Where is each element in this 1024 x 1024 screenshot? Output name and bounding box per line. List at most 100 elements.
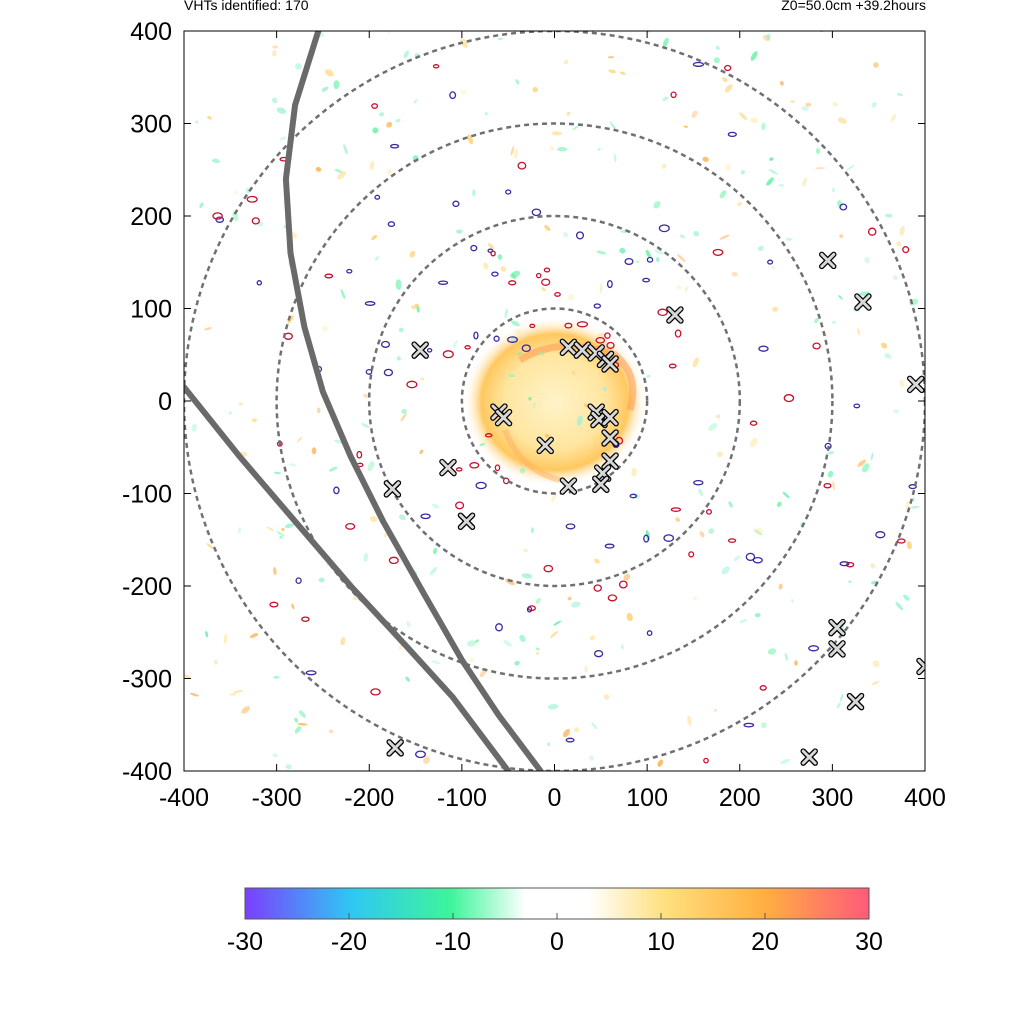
perturbation-patch [387, 169, 392, 176]
vht-contour [507, 336, 518, 343]
perturbation-patch [504, 308, 509, 319]
perturbation-patch [779, 759, 790, 764]
perturbation-patch [297, 436, 302, 443]
perturbation-patch [943, 441, 949, 447]
perturbation-patch [184, 674, 191, 679]
perturbation-patch [484, 112, 488, 116]
perturbation-patch [361, 21, 366, 27]
perturbation-patch [272, 45, 278, 49]
perturbation-patch [272, 753, 278, 758]
vht-contour [593, 303, 602, 309]
perturbation-patch [284, 523, 295, 529]
vht-marker [846, 692, 865, 711]
perturbation-patch [776, 15, 783, 20]
perturbation-patch [431, 660, 440, 665]
colorbar-tick-label: -30 [227, 928, 263, 956]
perturbation-patch [857, 459, 867, 467]
perturbation-patch [613, 154, 617, 163]
perturbation-patch [802, 177, 807, 187]
perturbation-patch [602, 386, 608, 392]
perturbation-patch [528, 396, 532, 401]
perturbation-patch [139, 256, 144, 261]
perturbation-patch [189, 692, 200, 697]
perturbation-patch [99, 506, 110, 515]
perturbation-patch [722, 77, 728, 83]
perturbation-patch [603, 694, 610, 700]
perturbation-patch [322, 325, 329, 332]
perturbation-patch [497, 37, 504, 40]
perturbation-patch [371, 234, 378, 241]
perturbation-patch [237, 527, 242, 534]
perturbation-patch [551, 131, 562, 136]
perturbation-patch [472, 189, 476, 197]
vht-contour [469, 462, 480, 469]
vht-contour [470, 244, 478, 252]
perturbation-patch [815, 148, 821, 154]
vht-marker [439, 458, 457, 477]
vht-contour [629, 493, 638, 499]
perturbation-patch [937, 500, 945, 508]
perturbation-patch [159, 352, 169, 363]
vht-contour [380, 340, 391, 348]
perturbation-patch [369, 515, 378, 523]
perturbation-patch [566, 111, 571, 116]
perturbation-patch [967, 293, 970, 297]
perturbation-patch [507, 373, 516, 378]
y-tick-label: -100 [122, 481, 172, 509]
vht-contour [606, 341, 615, 349]
vht-contour [529, 323, 536, 329]
perturbation-patch [623, 573, 631, 581]
vht-contour [387, 221, 396, 228]
perturbation-patch [827, 470, 834, 478]
colorbar-tick-label: 20 [751, 928, 779, 956]
perturbation-patch [662, 96, 669, 102]
perturbation-patch [513, 149, 519, 159]
perturbation-patch [241, 706, 250, 714]
vht-marker [411, 341, 429, 359]
perturbation-patch [708, 528, 715, 534]
eyewall-arc-south [502, 428, 561, 483]
perturbation-patch [533, 401, 536, 409]
perturbation-patch [646, 31, 652, 33]
perturbation-patch [498, 829, 510, 840]
colorbar-tick-label: -20 [331, 928, 367, 956]
perturbation-patch [530, 859, 536, 869]
perturbation-patch [708, 423, 718, 431]
vht-contour [521, 344, 531, 353]
perturbation-patch [547, 742, 551, 747]
perturbation-patch [251, 418, 257, 423]
perturbation-patch [210, 160, 219, 164]
perturbation-patch [589, 755, 594, 761]
perturbation-patch [714, 708, 717, 712]
perturbation-patch [171, 454, 175, 462]
perturbation-patch [646, 374, 651, 378]
perturbation-patch [580, 13, 589, 18]
perturbation-patch [510, 337, 517, 343]
perturbation-patch [328, 466, 338, 472]
perturbation-patch [553, 620, 562, 626]
perturbation-patch [396, 356, 401, 361]
perturbation-patch [946, 594, 952, 604]
vht-contour [420, 513, 431, 520]
perturbation-patch [422, 791, 433, 800]
vht-contour [658, 224, 670, 233]
perturbation-patch [274, 471, 281, 475]
perturbation-patch [337, 171, 347, 180]
perturbation-patch [212, 158, 221, 164]
vht-marker [536, 436, 554, 455]
perturbation-patch [970, 380, 974, 384]
perturbation-patch [288, 463, 297, 467]
perturbation-patch [777, 501, 782, 507]
perturbation-patch [699, 531, 705, 538]
vht-contour [175, 335, 182, 339]
perturbation-patch [500, 266, 507, 272]
perturbation-patch [523, 548, 528, 553]
perturbation-patch [837, 117, 847, 124]
perturbation-patch [662, 37, 669, 48]
perturbation-patch [362, 393, 369, 398]
perturbation-patch [315, 166, 322, 172]
x-tick-label: -200 [344, 784, 394, 812]
vht-contour [390, 143, 400, 149]
perturbation-patch [571, 370, 576, 376]
perturbation-patch [750, 118, 759, 124]
